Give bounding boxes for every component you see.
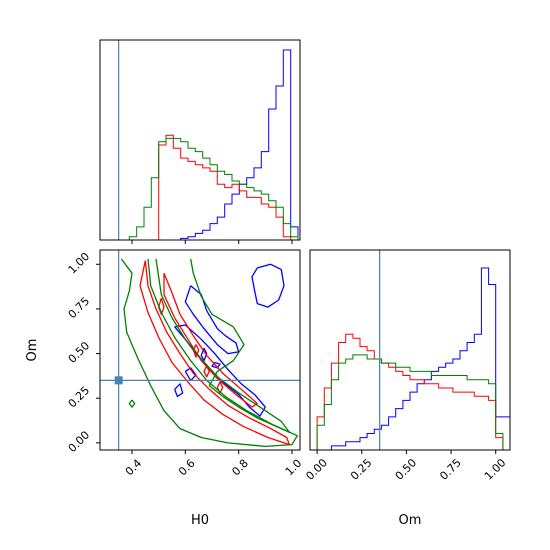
contour-0-0 — [251, 263, 285, 308]
contour-xtick-label-0: 0.4 — [123, 457, 145, 479]
contour-0-1 — [184, 285, 240, 355]
contour-ytick-label-1: 0.25 — [66, 384, 93, 411]
contour-ticks: 0.4 0.6 0.8 1.0 0.00 0.25 0.50 0.75 1.00 — [66, 250, 305, 478]
om-hist-xtick-label-3: 0.75 — [437, 456, 464, 483]
contour-1-1 — [163, 272, 258, 408]
h0-hist-series-0 — [100, 49, 299, 241]
om-hist-xtick-label-2: 0.50 — [393, 456, 420, 483]
h0-histogram-content — [100, 40, 299, 241]
contour-ytick-label-0: 0.00 — [66, 429, 93, 456]
h0-histogram-frame — [99, 39, 301, 241]
om-histogram-content — [310, 250, 511, 451]
h0-histogram-panel — [99, 39, 301, 244]
contour-xtick-label-2: 0.8 — [229, 457, 251, 479]
contour-2-1 — [147, 258, 290, 433]
om-hist-xtick-label-4: 1.00 — [482, 456, 509, 483]
contour-1-2 — [158, 298, 165, 315]
contour-2-2 — [128, 399, 136, 408]
om-hist-series-1 — [310, 333, 510, 451]
contour-ytick-label-4: 1.00 — [66, 250, 93, 277]
contour-ytick-label-3: 0.75 — [66, 295, 93, 322]
contour-1-3 — [192, 344, 200, 358]
om-histogram-panel: 0.00 0.25 0.50 0.75 1.00 — [303, 249, 511, 483]
contour-2-0 — [120, 258, 298, 448]
om-vs-h0-contour-panel: 0.4 0.6 0.8 1.0 0.00 0.25 0.50 0.75 1.00 — [66, 249, 305, 478]
h0-hist-series-2 — [100, 137, 299, 241]
om-hist-xtick-label-1: 0.25 — [348, 456, 375, 483]
contour-1-4 — [203, 365, 210, 378]
om-hist-series-0 — [310, 267, 511, 451]
contour-1-0 — [139, 260, 290, 446]
om-hist-series-2 — [310, 354, 510, 451]
h0-histogram-ticks — [131, 240, 293, 244]
contour-xtick-label-3: 1.0 — [283, 457, 305, 479]
x-axis-label-om: Om — [399, 513, 422, 528]
om-histogram-frame — [309, 249, 511, 451]
x-axis-label-h0: H0 — [191, 513, 209, 528]
contour-content — [100, 250, 300, 450]
y-axis-label-om: Om — [25, 339, 40, 362]
om-histogram-ticks: 0.00 0.25 0.50 0.75 1.00 — [303, 450, 508, 483]
contour-ytick-label-2: 0.50 — [66, 339, 93, 366]
contour-truth-marker — [114, 376, 123, 385]
contour-xtick-label-1: 0.6 — [176, 457, 198, 479]
contour-0-4 — [174, 383, 184, 398]
contour-frame — [99, 249, 301, 451]
om-hist-xtick-label-0: 0.00 — [303, 456, 330, 483]
contour-1-5 — [216, 381, 224, 394]
contour-0-5 — [200, 347, 208, 362]
